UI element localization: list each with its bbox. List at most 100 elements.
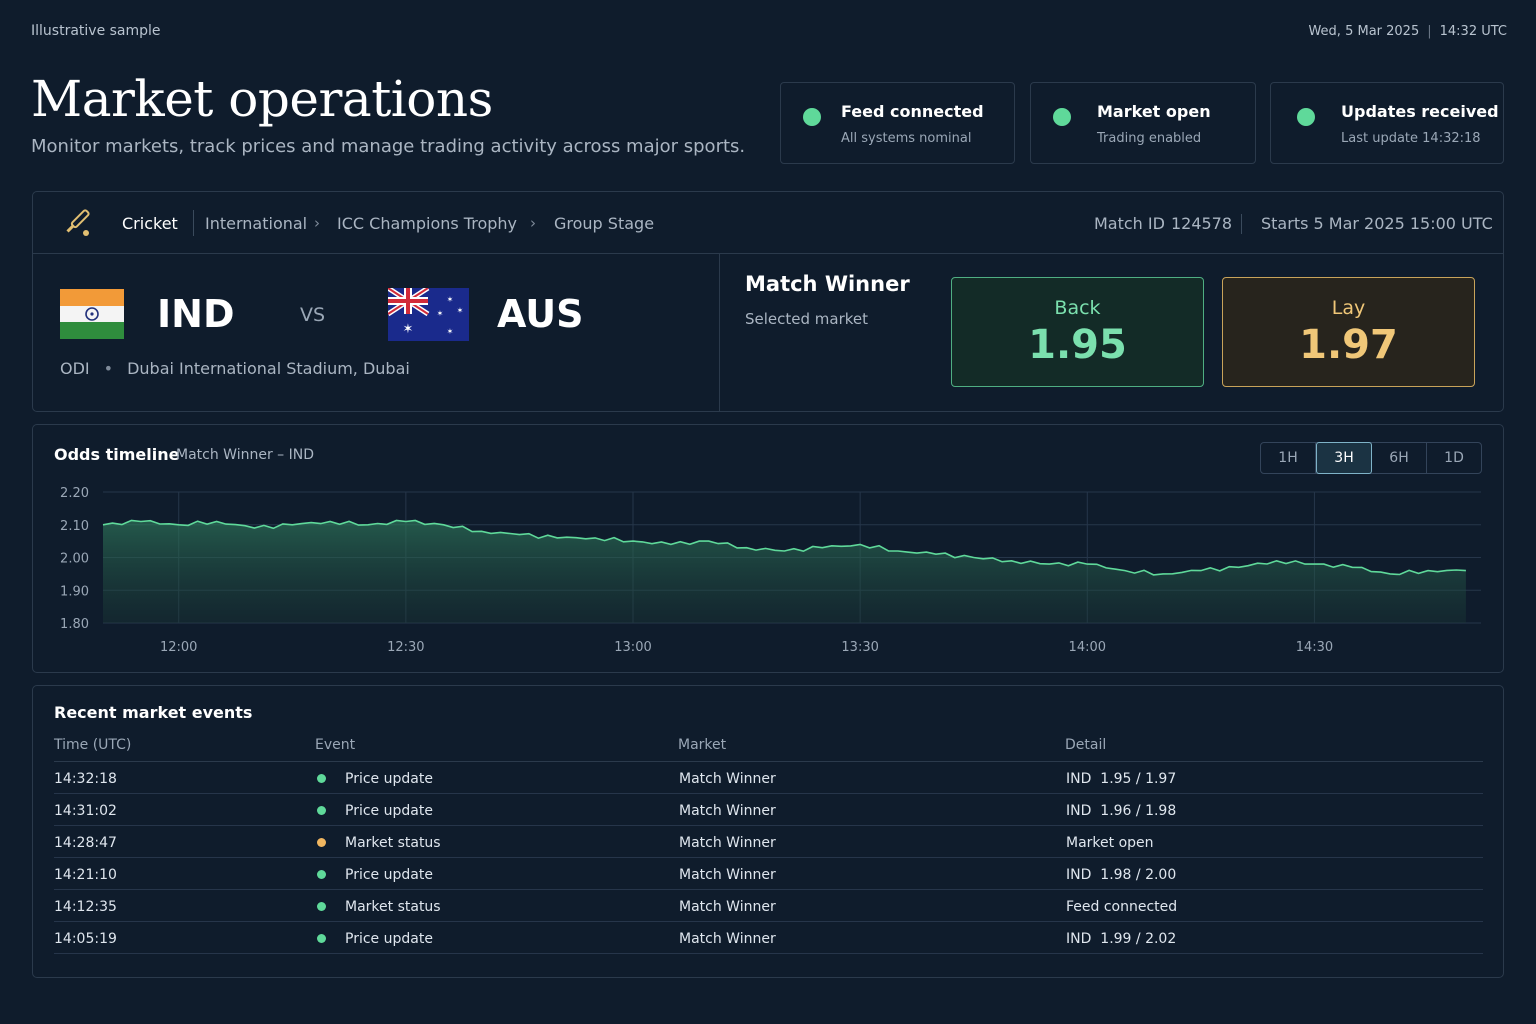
event-type: Price update — [345, 931, 433, 947]
events-title: Recent market events — [54, 703, 253, 722]
page-subtitle: Monitor markets, track prices and manage… — [31, 136, 746, 157]
range-3h-button[interactable]: 3H — [1316, 442, 1372, 474]
table-row[interactable]: 14:32:18 Price update Match Winner IND 1… — [54, 762, 1483, 794]
event-type: Market status — [345, 835, 441, 851]
lay-price: 1.97 — [1299, 322, 1398, 368]
match-id: Match ID 124578 — [1094, 214, 1232, 233]
y-tick-label: 1.80 — [60, 617, 89, 632]
event-time: 14:12:35 — [54, 899, 117, 915]
event-detail: IND 1.98 / 2.00 — [1066, 867, 1177, 883]
breadcrumb-divider — [193, 210, 194, 236]
x-tick-label: 12:00 — [160, 640, 197, 655]
odds-timeline-panel: 2.20 2.10 2.00 1.90 1.80 12:00 12:30 13:00 13:30… — [32, 424, 1504, 673]
x-tick-label: 12:30 — [387, 640, 424, 655]
versus-label: VS — [300, 304, 326, 326]
status-title: Feed connected — [841, 102, 984, 121]
market-title: Match Winner — [745, 272, 910, 296]
event-time: 14:31:02 — [54, 803, 117, 819]
time-range-selector: 1H 3H 6H 1D — [1260, 442, 1482, 474]
series-area — [103, 520, 1466, 623]
table-row[interactable]: 14:05:19 Price update Match Winner IND 1… — [54, 922, 1483, 954]
event-detail: IND 1.99 / 2.02 — [1066, 931, 1177, 947]
column-header-detail: Detail — [1065, 737, 1107, 753]
event-type: Price update — [345, 867, 433, 883]
range-1d-button[interactable]: 1D — [1444, 450, 1464, 466]
odds-chart: 2.20 2.10 2.00 1.90 1.80 12:00 12:30 13:00 13:30… — [60, 486, 1481, 655]
status-subtitle: All systems nominal — [841, 131, 972, 146]
event-status-dot — [317, 774, 326, 783]
event-time: 14:32:18 — [54, 771, 117, 787]
y-tick-label: 2.20 — [60, 486, 89, 501]
cricket-bat-icon — [66, 209, 90, 236]
event-detail: Market open — [1066, 835, 1154, 851]
sample-label: Illustrative sample — [31, 23, 161, 39]
event-status-dot — [317, 806, 326, 815]
range-1h-button[interactable]: 1H — [1261, 443, 1316, 473]
event-type: Price update — [345, 771, 433, 787]
series-line — [102, 519, 1466, 576]
header-divider — [1241, 214, 1242, 234]
india-flag-icon — [60, 289, 124, 339]
breadcrumb-competition[interactable]: ICC Champions Trophy — [337, 214, 518, 233]
event-market: Match Winner — [679, 931, 776, 947]
event-status-dot — [317, 902, 326, 911]
y-tick-label: 2.10 — [60, 519, 89, 534]
status-subtitle: Last update 14:32:18 — [1341, 131, 1481, 146]
svg-text:✶: ✶ — [437, 309, 444, 318]
event-time: 14:05:19 — [54, 931, 117, 947]
chart-title: Odds timeline — [54, 445, 180, 464]
x-tick-label: 14:30 — [1296, 640, 1333, 655]
status-card-feed: Feed connected All systems nominal — [780, 82, 1015, 164]
status-title: Market open — [1097, 102, 1211, 121]
chevron-right-icon: › — [314, 214, 320, 232]
status-card-market: Market open Trading enabled — [1030, 82, 1256, 164]
breadcrumb-stage[interactable]: Group Stage — [554, 214, 655, 233]
status-dot-icon — [1297, 108, 1315, 126]
status-card-updates: Updates received Last update 14:32:18 — [1270, 82, 1504, 164]
venue-name: Dubai International Stadium, Dubai — [127, 359, 410, 378]
table-row[interactable]: 14:28:47 Market status Match Winner Mark… — [54, 826, 1483, 858]
event-status-dot — [317, 934, 326, 943]
event-market: Match Winner — [679, 899, 776, 915]
match-venue: ODI • Dubai International Stadium, Dubai — [60, 359, 410, 378]
x-tick-label: 13:30 — [841, 640, 878, 655]
header-datetime: Wed, 5 Mar 2025 | 14:32 UTC — [1308, 24, 1507, 39]
lay-price-button[interactable]: Lay 1.97 — [1222, 277, 1475, 387]
teams-area: IND VS ✶ ✶ ✶ ✶ ✶ AUS ODI • Dubai Internati… — [33, 254, 720, 412]
match-id-value: 124578 — [1170, 214, 1233, 233]
event-type: Price update — [345, 803, 433, 819]
match-header: Cricket International › ICC Champions Tr… — [33, 192, 1503, 254]
table-row[interactable]: 14:21:10 Price update Match Winner IND 1… — [54, 858, 1483, 890]
australia-flag-icon: ✶ ✶ ✶ ✶ ✶ — [388, 288, 469, 341]
status-title: Updates received — [1341, 102, 1499, 121]
svg-text:✶: ✶ — [447, 327, 454, 336]
page-title: Market operations — [31, 70, 493, 128]
table-row[interactable]: 14:31:02 Price update Match Winner IND 1… — [54, 794, 1483, 826]
away-team-code: AUS — [497, 292, 584, 336]
back-price-button[interactable]: Back 1.95 — [951, 277, 1204, 387]
status-dot-icon — [1053, 108, 1071, 126]
x-tick-label: 13:00 — [614, 640, 651, 655]
event-type: Market status — [345, 899, 441, 915]
header-divider — [54, 761, 1483, 762]
event-time: 14:21:10 — [54, 867, 117, 883]
event-market: Match Winner — [679, 771, 776, 787]
match-panel: Cricket International › ICC Champions Tr… — [32, 191, 1504, 412]
match-start-time: Starts 5 Mar 2025 15:00 UTC — [1261, 214, 1493, 233]
current-date: Wed, 5 Mar 2025 — [1308, 24, 1420, 39]
column-header-market: Market — [678, 737, 727, 753]
column-header-time: Time (UTC) — [54, 737, 132, 753]
svg-text:✶: ✶ — [447, 295, 454, 304]
chart-subtitle: Match Winner – IND — [176, 447, 314, 463]
back-label: Back — [1054, 297, 1101, 319]
breadcrumb-category[interactable]: International — [205, 214, 308, 233]
event-status-dot — [317, 838, 326, 847]
status-dot-icon — [803, 108, 821, 126]
table-row[interactable]: 14:12:35 Market status Match Winner Feed… — [54, 890, 1483, 922]
breadcrumb-sport[interactable]: Cricket — [122, 214, 178, 233]
event-detail: Feed connected — [1066, 899, 1178, 915]
lay-label: Lay — [1331, 297, 1366, 319]
event-market: Match Winner — [679, 835, 776, 851]
x-tick-label: 14:00 — [1069, 640, 1106, 655]
range-6h-button[interactable]: 6H — [1372, 443, 1427, 473]
